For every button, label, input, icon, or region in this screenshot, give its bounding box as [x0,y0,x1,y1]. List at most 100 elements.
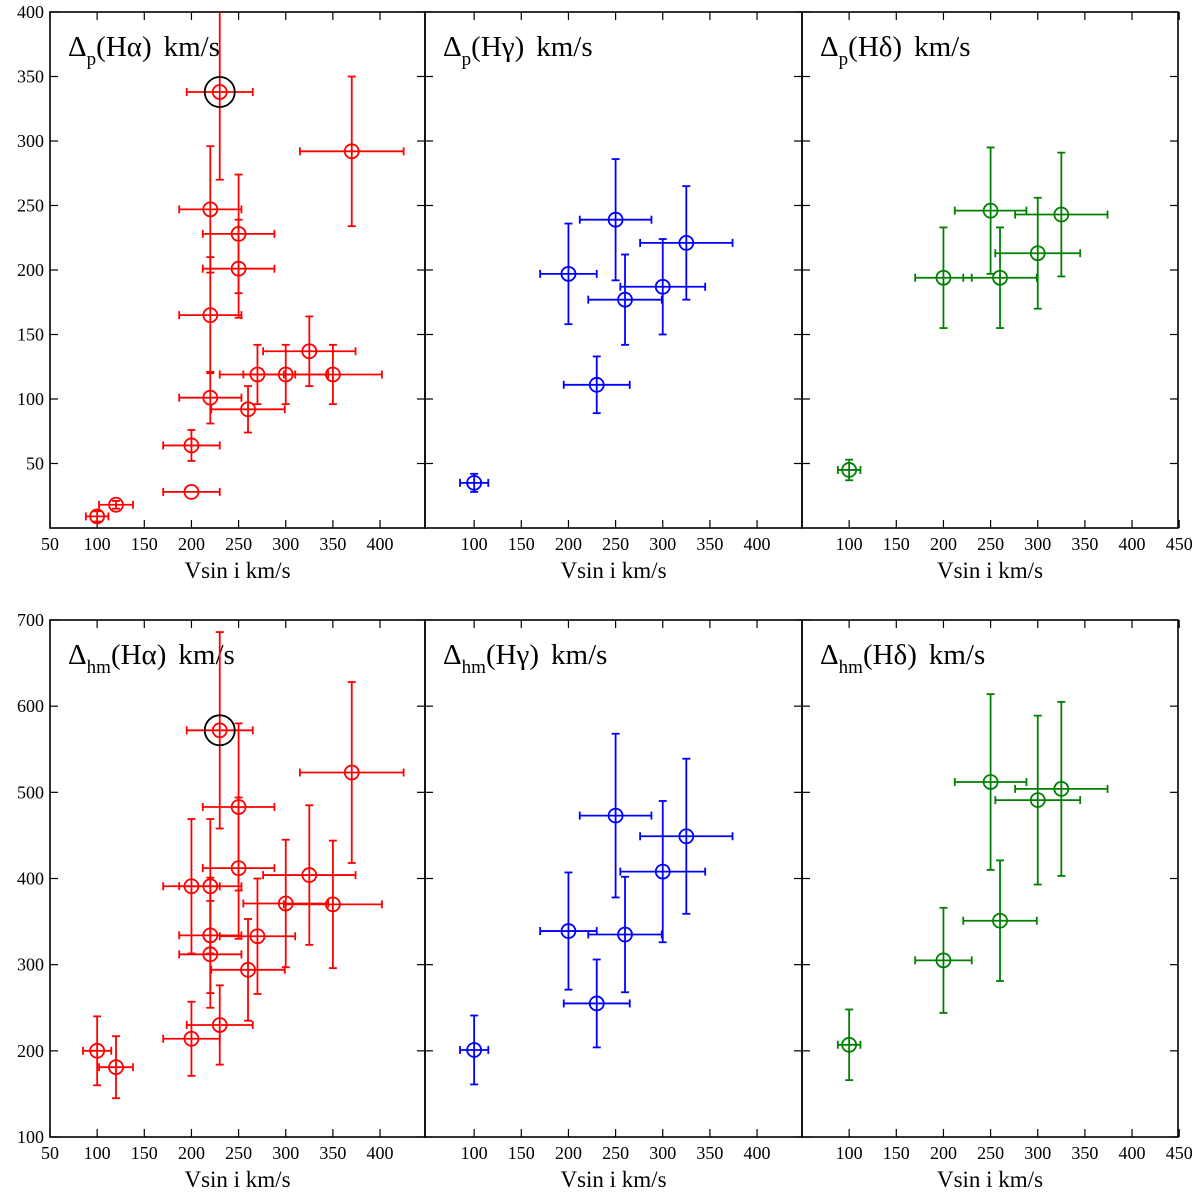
data-point [953,693,1028,871]
point-marker [1029,245,1046,262]
data-point [914,226,973,329]
y-tick-label: 100 [17,1127,44,1147]
point-marker [992,269,1008,286]
data-point [185,984,254,1066]
data-point [619,238,707,336]
point-marker [249,928,266,945]
data-point [210,385,286,434]
x-tick-label: 350 [319,1143,346,1163]
title-delta: Δ [443,639,462,671]
title-unit: km/s [164,31,220,63]
point-marker [588,995,605,1012]
point-marker [343,143,360,160]
y-tick-label: 200 [17,1041,44,1061]
data-point [98,1035,134,1100]
x-tick-label: 150 [508,1143,535,1163]
point-marker [992,912,1008,929]
data-point [587,253,663,346]
data-layer [836,146,1109,482]
title-subscript: hm [87,657,112,678]
y-tick-label: 50 [26,454,44,474]
title-line: (Hα) [111,639,166,671]
title-line: (Hα) [96,31,151,63]
x-tick-label: 400 [1119,534,1146,554]
data-layer [836,693,1109,1082]
data-layer [82,631,405,1100]
x-tick-label: 100 [836,534,863,554]
point-marker [230,260,247,277]
point-marker [202,389,219,406]
title-delta: Δ [443,31,462,63]
x-axis-label: Vsin i km/s [184,558,290,583]
data-point [162,1000,221,1077]
data-point [914,906,973,1014]
data-point [639,757,734,915]
data-point [1014,700,1109,877]
title-subscript: hm [462,657,487,678]
data-point [539,222,598,326]
x-tick-label: 250 [225,534,252,554]
data-point [962,859,1038,982]
data-point [98,496,134,513]
x-tick-label: 200 [930,534,957,554]
panel-frame [424,11,803,529]
x-tick-label: 200 [555,1143,582,1163]
x-axis-label: Vsin i km/s [937,558,1043,583]
data-point [185,631,254,830]
data-point [459,1014,490,1086]
x-tick-label: 300 [649,1143,676,1163]
panel-title: Δp(Hγ) km/s [443,31,593,70]
data-point [619,800,707,944]
data-point [178,145,243,274]
data-point [587,875,663,994]
x-tick-label: 300 [649,534,676,554]
x-tick-label: 300 [1024,1143,1051,1163]
panel-title: Δhm(Hα) km/s [68,639,235,678]
data-point [562,355,631,415]
data-point [578,158,653,282]
panel-frame [49,11,426,529]
y-tick-label: 400 [17,869,44,889]
point-marker [89,1042,106,1059]
panel-5: 100 150 200 250 300 350 400 Vsin i km/s Δhm(Hγ) k… [424,619,803,1192]
data-point [84,508,110,525]
panel-1: 50 100 150 200 250 300 350 400 Vsin i km/s 50 100 1… [17,2,426,583]
data-point [82,1015,113,1087]
point-marker [841,462,858,478]
x-tick-label: 350 [1071,1143,1098,1163]
data-point [282,343,383,406]
point-marker [982,202,999,219]
x-tick-label: 350 [319,534,346,554]
panel-3: 100 150 200 250 300 350 400 450 Vsin i km/s Δp(Hδ… [801,11,1193,583]
panel-title: Δp(Hα) km/s [68,31,220,70]
y-tick-label: 200 [17,260,44,280]
point-marker [108,496,124,513]
point-marker [617,926,633,943]
y-tick-label: 400 [17,2,44,22]
point-marker [654,278,671,295]
x-tick-label: 150 [131,534,158,554]
point-marker [343,764,360,781]
x-tick-label: 200 [930,1143,957,1163]
point-marker [678,828,695,845]
point-marker [202,201,219,218]
point-marker [211,1017,228,1033]
x-tick-label: 400 [367,1143,394,1163]
title-delta: Δ [68,639,87,671]
data-point [562,958,631,1049]
title-unit: km/s [178,639,234,671]
data-point [836,458,862,482]
x-tick-label: 200 [178,1143,205,1163]
point-marker [301,343,318,360]
data-point [962,226,1038,329]
point-marker [935,952,952,969]
x-tick-label: 100 [461,534,488,554]
y-tick-label: 350 [17,67,44,87]
data-point [578,732,653,899]
x-tick-label: 150 [883,534,910,554]
data-point [282,839,383,970]
data-layer [459,732,734,1086]
y-tick-label: 300 [17,955,44,975]
